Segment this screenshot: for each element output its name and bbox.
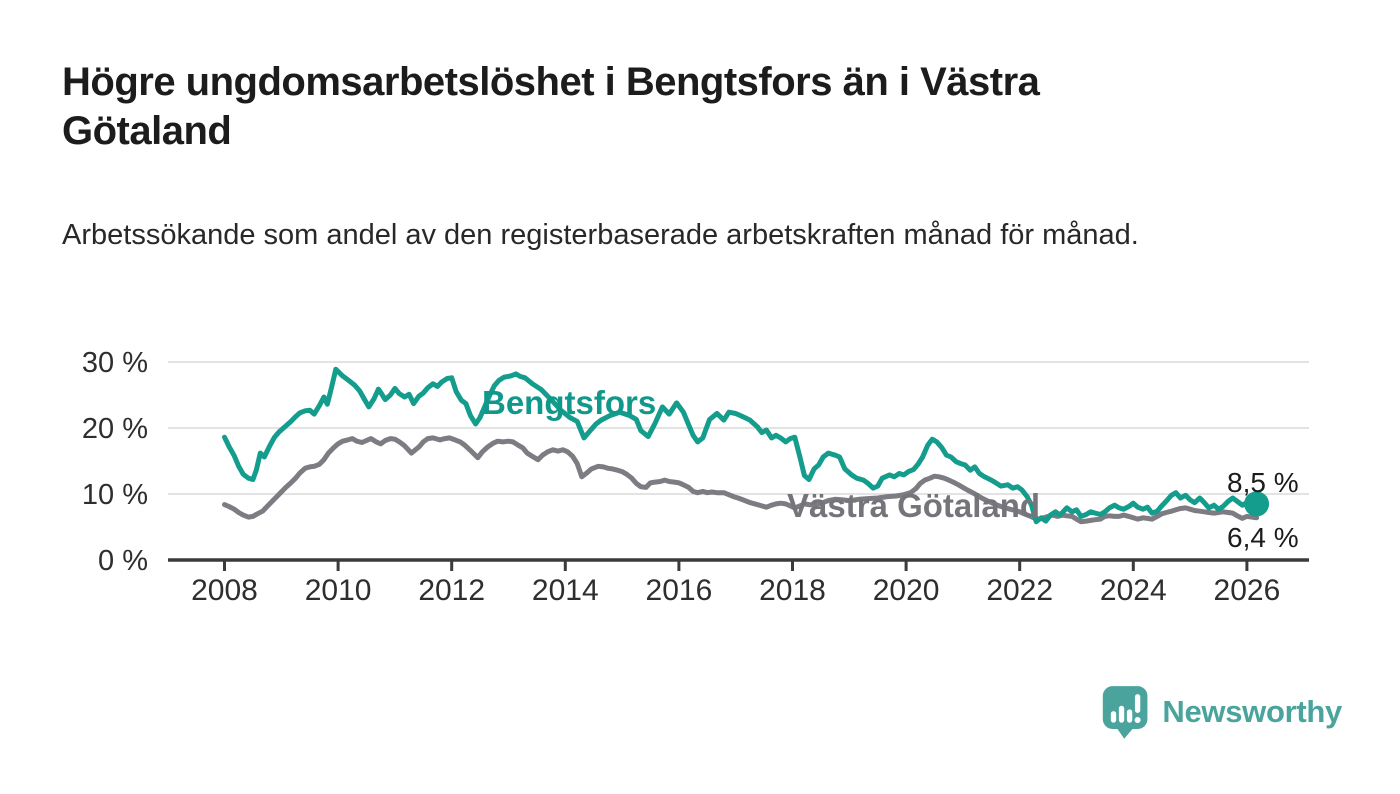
series-label-v-stra-g-taland: Västra Götaland xyxy=(787,487,1040,524)
y-tick-label-30: 30 % xyxy=(82,347,148,379)
x-tick-label-2010: 2010 xyxy=(305,574,372,607)
gridlines xyxy=(168,361,1309,495)
chart-labels: Bengtsfors 8,5 % Västra Götaland 6,4 % xyxy=(482,384,1299,553)
x-tick-label-2014: 2014 xyxy=(532,574,599,607)
x-tick-label-2016: 2016 xyxy=(646,574,713,607)
x-tick-label-2026: 2026 xyxy=(1214,574,1281,607)
x-tick-label-2022: 2022 xyxy=(986,574,1053,607)
x-tick-label-2024: 2024 xyxy=(1100,574,1167,607)
end-value-label-v-stra-g-taland: 6,4 % xyxy=(1227,522,1299,553)
newsworthy-logo-text: Newsworthy xyxy=(1162,694,1342,729)
x-tick-label-2018: 2018 xyxy=(759,574,826,607)
latest-value-dot xyxy=(1244,491,1270,517)
x-axis: 2008 2010 2012 2014 2016 2018 2020 2022 2024 2026… xyxy=(82,347,1309,607)
page-title: Högre ungdomsarbetslöshet i Bengtsfors ä… xyxy=(62,60,1040,153)
series-label-bengtsfors: Bengtsfors xyxy=(482,384,656,421)
y-tick-label-0: 0 % xyxy=(98,545,148,577)
newsworthy-brand: Newsworthy xyxy=(1101,682,1342,742)
x-tick-label-2020: 2020 xyxy=(873,574,940,607)
y-tick-label-10: 10 % xyxy=(82,479,148,511)
newsworthy-logo-icon xyxy=(1103,686,1148,739)
x-tick-label-2008: 2008 xyxy=(191,574,258,607)
data-series xyxy=(222,366,1270,525)
series-line-bengtsfors xyxy=(222,366,1260,525)
y-tick-label-20: 20 % xyxy=(82,413,148,445)
series-line-v-stra-g-taland xyxy=(222,435,1260,525)
end-value-label-bengtsfors: 8,5 % xyxy=(1227,467,1299,498)
page-subtitle: Arbetssökande som andel av den registerb… xyxy=(62,219,1139,251)
x-tick-label-2012: 2012 xyxy=(418,574,485,607)
